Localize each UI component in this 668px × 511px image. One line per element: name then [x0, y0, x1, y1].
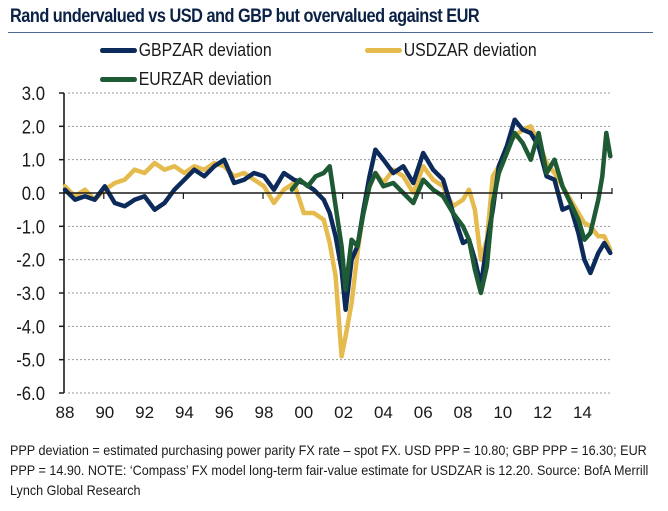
y-tick-label: 1.0 — [22, 150, 45, 171]
legend-label-gbpzar: GBPZAR deviation — [138, 40, 272, 60]
legend-item-gbpzar: GBPZAR deviation — [100, 40, 272, 61]
x-tick-label: 92 — [135, 403, 154, 422]
chart-title: Rand undervalued vs USD and GBP but over… — [10, 6, 480, 27]
y-tick-label: 3.0 — [22, 83, 45, 104]
x-tick-label: 08 — [454, 403, 473, 422]
legend-item-usdzar: USDZAR deviation — [365, 40, 537, 61]
y-tick-label: -6.0 — [16, 383, 45, 404]
x-tick-label: 14 — [573, 403, 592, 422]
chart-plot: 3.0 2.0 1.0 0.0 -1.0 -2.0 -3.0 -4.0 -5.0 -6.0 88 90… — [16, 83, 613, 422]
eurzar-line — [289, 130, 613, 296]
y-tick-label: -2.0 — [16, 250, 45, 271]
legend-swatch-eurzar — [100, 77, 137, 82]
y-tick-label: -4.0 — [16, 316, 45, 337]
y-tick-label: -5.0 — [16, 350, 45, 371]
x-tick-label: 00 — [294, 403, 313, 422]
y-tick-label: 0.0 — [22, 183, 45, 204]
x-tick-label: 12 — [533, 403, 552, 422]
title-divider — [8, 32, 653, 33]
footnote: PPP deviation = estimated purchasing pow… — [10, 442, 649, 498]
x-tick-label: 96 — [215, 403, 234, 422]
legend-item-eurzar: EURZAR deviation — [100, 69, 272, 90]
y-tick-label: -1.0 — [16, 216, 45, 237]
legend-swatch-usdzar — [365, 48, 402, 53]
legend-swatch-gbpzar — [100, 48, 137, 53]
x-tick-label: 98 — [255, 403, 274, 422]
x-tick-label: 88 — [56, 403, 75, 422]
y-tick-label: -3.0 — [16, 283, 45, 304]
x-tick-label: 02 — [334, 403, 353, 422]
legend-label-usdzar: USDZAR deviation — [403, 40, 537, 60]
x-tick-label: 90 — [95, 403, 114, 422]
x-tick-label: 06 — [414, 403, 433, 422]
legend-label-eurzar: EURZAR deviation — [138, 69, 272, 89]
y-tick-label: 2.0 — [22, 116, 45, 137]
x-tick-label: 04 — [374, 403, 393, 422]
x-tick-label: 94 — [175, 403, 194, 422]
x-tick-label: 10 — [493, 403, 512, 422]
